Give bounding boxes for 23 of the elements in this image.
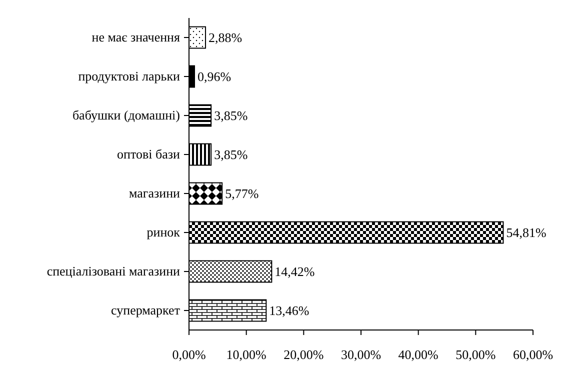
x-tick-label: 10,00% (226, 346, 267, 362)
y-tick-label: супермаркет (111, 302, 180, 318)
data-label: 54,81% (506, 225, 546, 240)
x-tick-label: 0,00% (172, 346, 206, 362)
data-label: 2,88% (208, 30, 242, 46)
x-tick-label: 60,00% (512, 346, 554, 362)
x-tick-label: 20,00% (284, 346, 324, 362)
x-tick-label: 30,00% (340, 346, 382, 362)
x-tick-label: 50,00% (456, 346, 496, 362)
y-tick-label: продуктові ларьки (78, 68, 180, 84)
data-label: 14,42% (274, 264, 315, 280)
y-tick-label: оптові бази (117, 146, 180, 162)
data-label: 13,46% (269, 303, 310, 318)
y-tick-label: магазини (128, 186, 180, 201)
x-tick-label: 40,00% (398, 346, 439, 362)
y-tick-label: бабушки (домашні) (72, 108, 180, 123)
data-label: 0,96% (198, 69, 232, 84)
y-tick-label: спеціалізовані магазини (46, 264, 180, 279)
y-tick-label: ринок (146, 224, 181, 240)
y-tick-label: не має значення (92, 30, 180, 45)
data-label: 5,77% (225, 186, 259, 202)
data-label: 3,85% (214, 147, 248, 162)
data-label: 3,85% (214, 108, 248, 124)
